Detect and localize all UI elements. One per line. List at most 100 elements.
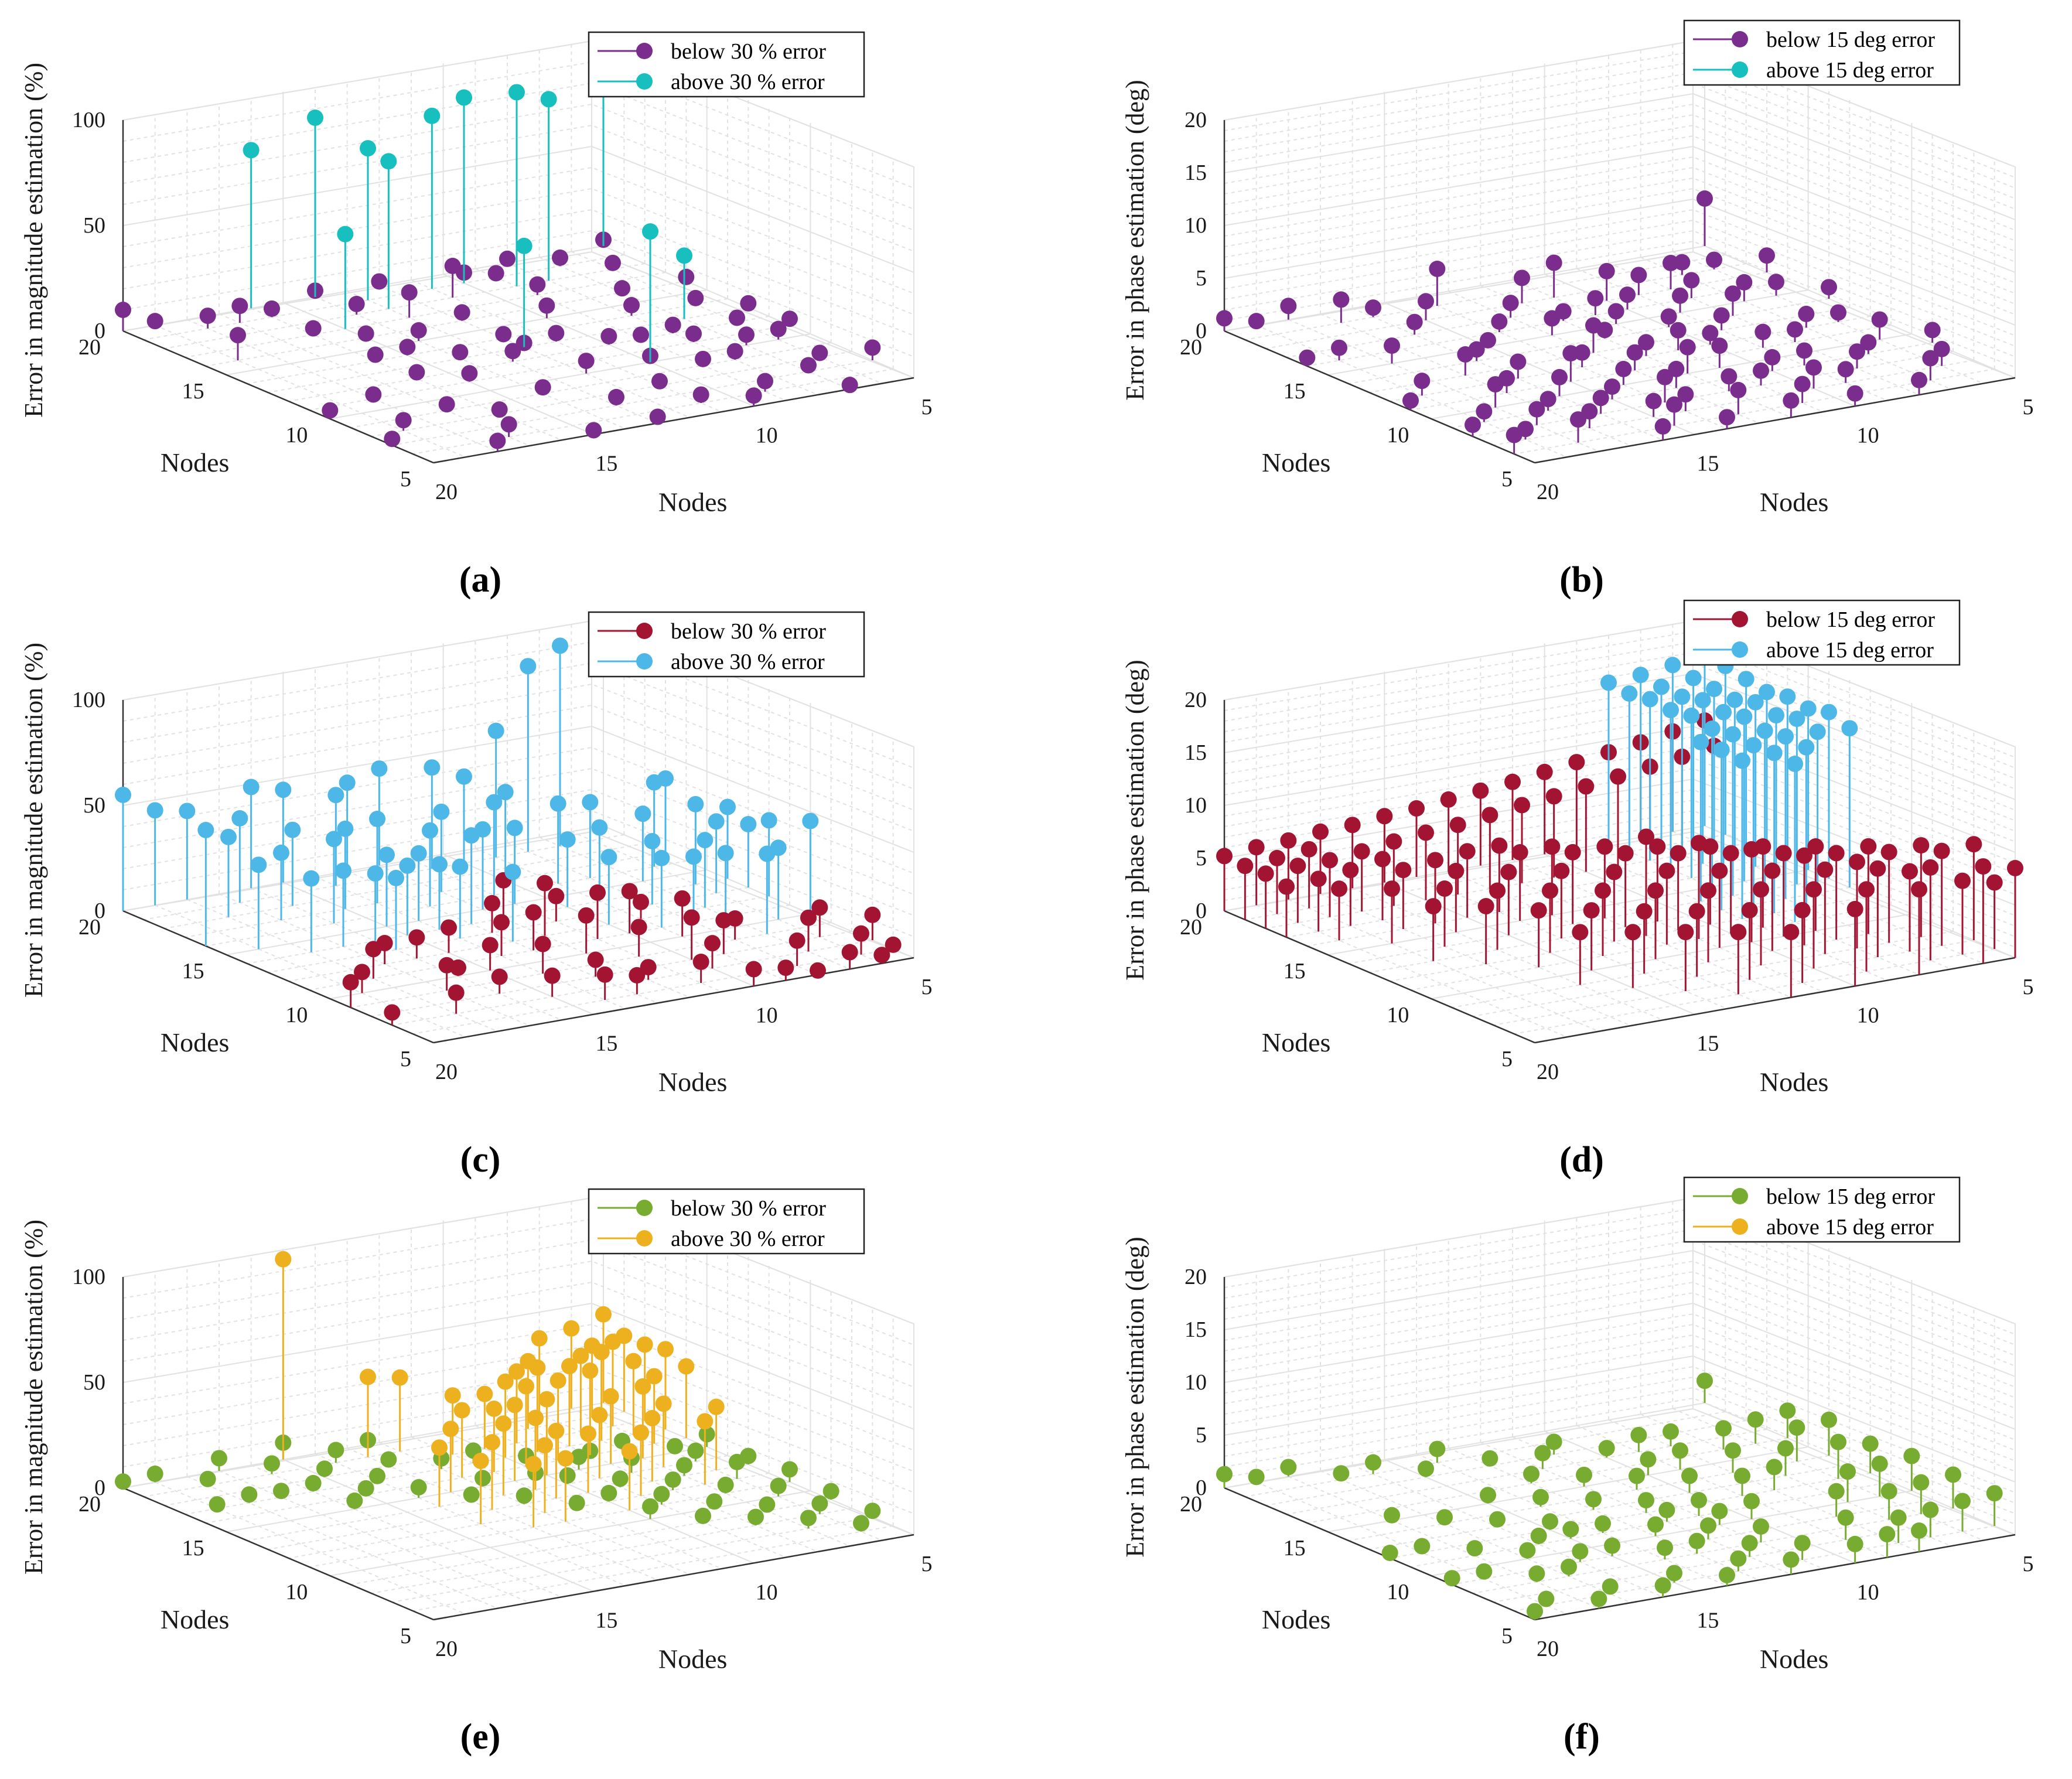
- z-gridline: [1224, 683, 2016, 811]
- marker-below: [596, 966, 613, 983]
- marker-above: [529, 1359, 546, 1376]
- panel-caption-c: (c): [460, 1140, 501, 1180]
- marker-below: [1783, 1551, 1800, 1568]
- legend-label: below 30 % error: [671, 1196, 826, 1221]
- z-tick-label: 5: [1196, 846, 1207, 870]
- z-axis-label: Error in phase estimation (deg): [1121, 80, 1149, 400]
- z-gridline: [122, 1260, 914, 1388]
- panel-caption-d: (d): [1559, 1140, 1604, 1180]
- floor-gridline: [392, 940, 873, 1026]
- marker-below: [674, 890, 691, 907]
- marker-below: [781, 1461, 798, 1478]
- marker-below: [1443, 1570, 1460, 1587]
- marker-below: [1734, 1467, 1750, 1484]
- marker-above: [559, 831, 576, 848]
- marker-below: [1954, 872, 1971, 889]
- marker-above: [369, 811, 385, 827]
- z-gridline: [1224, 1334, 2016, 1462]
- marker-below: [1248, 313, 1265, 330]
- legend-swatch-marker: [1732, 1218, 1748, 1235]
- floor-gridline: [226, 869, 707, 955]
- marker-below: [1607, 303, 1624, 320]
- z-gridline: [122, 230, 914, 357]
- panel-c: 0 50 100 5 10 15 20 5 10 15 20 Nodes Nodes Error in m…: [19, 611, 933, 1180]
- marker-below: [1638, 1492, 1654, 1509]
- marker-below: [146, 313, 163, 330]
- marker-below: [612, 1470, 629, 1487]
- stems-a: [115, 48, 881, 452]
- marker-below: [525, 904, 542, 921]
- marker-below: [864, 339, 881, 356]
- marker-below: [1828, 845, 1845, 862]
- marker-below: [365, 386, 382, 403]
- marker-below: [1502, 295, 1519, 312]
- marker-below: [1500, 863, 1517, 880]
- legend-e: below 30 % error above 30 % error: [588, 1188, 865, 1255]
- z-gridline: [122, 124, 914, 252]
- x-axis-label: Nodes: [1760, 1644, 1829, 1674]
- marker-below: [538, 297, 555, 314]
- marker-below: [1280, 832, 1297, 849]
- z-gridline: [1224, 156, 2016, 284]
- floor-gridline: [1224, 1402, 1705, 1488]
- marker-below: [1626, 344, 1643, 361]
- floor-gridline: [603, 245, 914, 378]
- marker-below: [1436, 880, 1453, 897]
- z-axis-label: Error in phase estimation (deg): [1121, 1237, 1149, 1557]
- z-tick-label: 100: [72, 108, 105, 132]
- stems-c: [115, 637, 902, 1025]
- marker-below: [1922, 1501, 1939, 1518]
- marker-below: [1619, 286, 1636, 303]
- marker-below: [726, 343, 743, 360]
- floor-gridline: [1224, 245, 1705, 332]
- marker-below: [811, 899, 828, 916]
- marker-above: [339, 774, 356, 791]
- z-gridline: [122, 1281, 914, 1409]
- marker-below: [495, 326, 512, 343]
- z-gridline: [1224, 166, 2016, 294]
- marker-below: [1862, 1435, 1879, 1452]
- marker-below: [1911, 371, 1927, 388]
- marker-below: [1702, 325, 1719, 342]
- marker-below: [1775, 845, 1792, 862]
- marker-above: [600, 849, 617, 866]
- marker-above: [497, 1373, 514, 1390]
- marker-below: [578, 353, 595, 370]
- marker-below: [537, 875, 553, 892]
- marker-below: [1216, 310, 1233, 327]
- marker-below: [1753, 362, 1769, 379]
- legend-swatch-marker: [636, 43, 653, 59]
- marker-below: [1986, 874, 2003, 891]
- marker-below: [1553, 862, 1570, 879]
- x-axis-line: [1534, 377, 2016, 464]
- marker-above: [552, 637, 568, 654]
- floor-gridline: [1384, 302, 1695, 435]
- marker-below: [1384, 880, 1400, 897]
- marker-below: [1528, 401, 1545, 418]
- legend-swatch-marker: [1732, 62, 1748, 78]
- z-gridline: [122, 767, 914, 895]
- marker-below: [1402, 392, 1419, 409]
- panel-a: 0 50 100 5 10 15 20 5 10 15 20 Nodes Nodes Error in m…: [19, 31, 933, 600]
- marker-below: [1491, 837, 1508, 854]
- z-gridline: [1224, 1355, 2016, 1483]
- marker-below: [534, 379, 551, 396]
- marker-above: [644, 833, 661, 849]
- marker-below: [621, 883, 638, 900]
- marker-below: [605, 254, 621, 271]
- marker-below: [1615, 361, 1632, 377]
- marker-below: [146, 1465, 163, 1482]
- marker-below: [1514, 269, 1530, 286]
- marker-below: [1679, 339, 1696, 356]
- marker-above: [337, 820, 354, 837]
- x-tick-label: 15: [595, 452, 617, 476]
- z-tick-label: 10: [1185, 1370, 1207, 1395]
- z-tick-label: 5: [1196, 1423, 1207, 1447]
- y-axis-line: [1224, 330, 1535, 464]
- marker-above: [593, 1344, 610, 1361]
- z-gridline: [122, 187, 914, 315]
- z-gridline: [1224, 135, 2016, 262]
- marker-below: [1540, 391, 1556, 408]
- z-axis-label: Error in phase estimation (deg): [1121, 660, 1149, 980]
